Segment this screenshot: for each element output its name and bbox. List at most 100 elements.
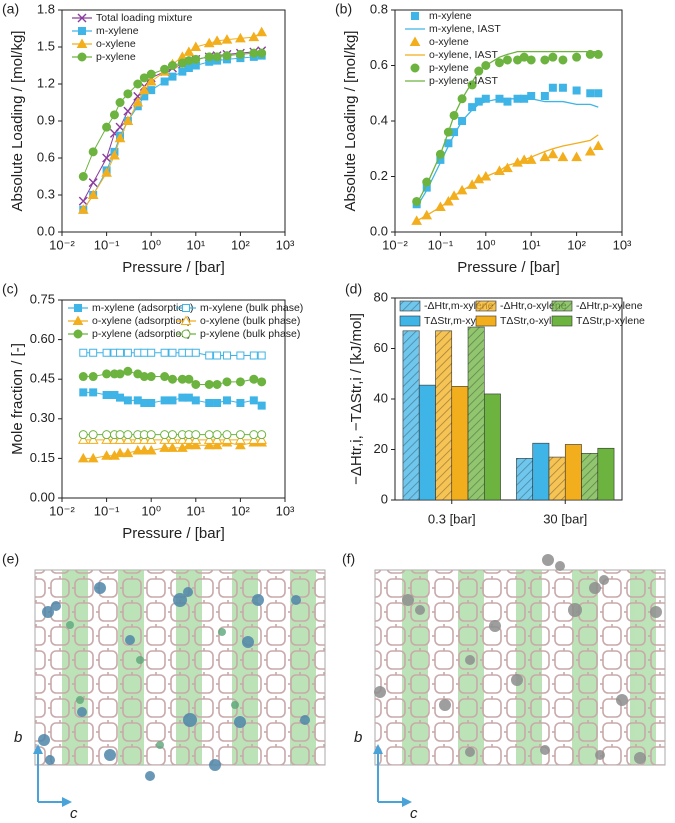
plot-frame	[61, 299, 286, 499]
marker	[138, 444, 150, 455]
marker	[102, 153, 112, 163]
marker	[167, 374, 177, 384]
marker	[123, 106, 133, 116]
marker	[257, 401, 266, 410]
marker	[123, 348, 132, 357]
marker	[221, 34, 233, 44]
marker	[249, 430, 259, 440]
y-tick-label: 0.8	[370, 1, 388, 16]
marker	[122, 115, 134, 125]
marker	[222, 51, 232, 61]
marker	[79, 348, 88, 357]
x-tick-label: 10⁻²	[49, 237, 75, 252]
x-tick-label: 10¹	[186, 503, 205, 518]
marker	[184, 63, 193, 72]
x-tick-label: 10⁻¹	[94, 503, 120, 518]
marker	[140, 398, 149, 407]
marker	[78, 172, 88, 181]
legend-label: p-xylene	[96, 51, 136, 63]
marker	[115, 369, 125, 379]
marker	[235, 377, 245, 387]
marker	[139, 73, 149, 83]
marker	[77, 204, 89, 214]
marker	[526, 55, 536, 65]
marker	[235, 439, 246, 450]
marker	[79, 388, 88, 397]
marker	[236, 398, 245, 407]
legend-swatch	[399, 315, 421, 327]
marker	[177, 434, 188, 444]
marker	[87, 452, 99, 463]
marker	[87, 189, 99, 199]
x-tick-label: 10⁰	[141, 237, 161, 252]
legend-label: m-xylene	[96, 25, 139, 37]
marker	[222, 396, 231, 405]
marker	[235, 430, 245, 440]
panel-label: (c)	[2, 281, 18, 297]
marker	[594, 89, 603, 98]
marker	[160, 77, 169, 86]
marker	[78, 430, 88, 440]
marker	[168, 348, 177, 357]
marker	[146, 69, 156, 79]
y-tick-label: 0.0	[370, 223, 388, 238]
marker	[123, 396, 132, 405]
marker	[235, 32, 246, 43]
marker	[203, 434, 215, 444]
marker	[203, 37, 215, 48]
marker	[235, 49, 245, 59]
legend-swatch	[551, 300, 573, 312]
marker	[557, 151, 569, 162]
marker	[248, 31, 260, 42]
marker	[184, 393, 193, 402]
bar	[581, 452, 599, 501]
legend-label: Total loading mixture	[96, 12, 192, 24]
marker	[102, 369, 112, 379]
marker	[548, 83, 557, 92]
marker	[140, 348, 149, 357]
marker	[180, 315, 192, 325]
marker	[540, 55, 550, 65]
marker	[159, 442, 170, 452]
y-tick-label: 0	[381, 491, 388, 506]
marker	[184, 374, 194, 384]
marker	[222, 430, 232, 440]
marker	[191, 379, 201, 389]
x-tick-label: 10²	[567, 237, 586, 252]
legend-swatch	[475, 300, 497, 312]
marker	[191, 348, 200, 357]
legend-label: m-xylene	[429, 10, 472, 22]
marker	[160, 372, 170, 382]
marker	[122, 447, 134, 458]
marker	[183, 434, 195, 444]
marker	[213, 398, 222, 407]
x-tick-label: 10¹	[186, 237, 205, 252]
marker	[102, 122, 112, 132]
marker	[558, 55, 568, 65]
marker	[77, 13, 87, 23]
marker	[249, 374, 259, 384]
marker	[102, 430, 112, 440]
y-tick-label: 0.15	[30, 450, 55, 465]
x-tick-label: 10²	[231, 503, 250, 518]
legend-label: TΔStr,p-xylene	[576, 315, 645, 327]
marker	[249, 48, 259, 58]
x-tick-label: 10⁻²	[382, 237, 408, 252]
marker	[87, 434, 99, 444]
legend-label: p-xylene	[429, 62, 469, 74]
marker	[182, 304, 190, 312]
legend-label: p-xylene (adsorption)	[92, 328, 191, 340]
marker	[183, 439, 195, 450]
marker	[102, 348, 111, 357]
marker	[77, 52, 87, 62]
x-tick-label: 10³	[276, 503, 295, 518]
y-tick-label: 0.00	[30, 489, 55, 504]
marker	[584, 146, 596, 156]
x-tick-label: 10⁻²	[49, 503, 75, 518]
marker	[133, 79, 143, 89]
marker	[167, 442, 178, 452]
panel-label: (b)	[335, 1, 352, 17]
snapshot-e	[34, 569, 326, 781]
